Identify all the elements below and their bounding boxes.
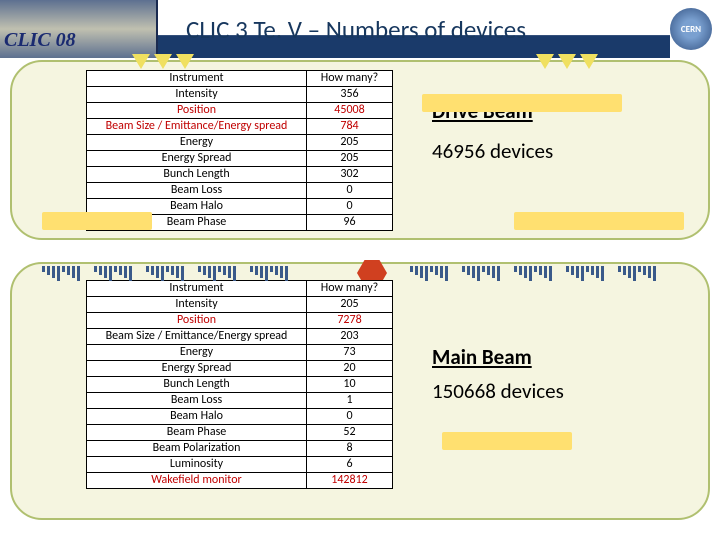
table-cell: 142812	[307, 473, 393, 489]
table-cell: 73	[307, 345, 393, 361]
table-cell: 10	[307, 377, 393, 393]
table-cell: Beam Loss	[87, 183, 307, 199]
table-cell: Energy	[87, 135, 307, 151]
table-cell: 6	[307, 457, 393, 473]
table-cell: 203	[307, 329, 393, 345]
drive-beam-panel: Instrument How many? Intensity356Positio…	[10, 60, 710, 240]
col-header: Instrument	[87, 71, 307, 87]
triangle-decor-icon	[132, 54, 194, 69]
title-bar: CLIC 3 Te. V – Numbers of devices	[158, 0, 670, 58]
table-cell: 0	[307, 183, 393, 199]
table-cell: 0	[307, 409, 393, 425]
highlight-bar-icon	[42, 212, 152, 230]
header: CLIC 08 CLIC 3 Te. V – Numbers of device…	[0, 0, 720, 58]
page-title: CLIC 3 Te. V – Numbers of devices	[186, 14, 526, 45]
comb-decor-icon	[42, 266, 300, 512]
table-cell: 784	[307, 119, 393, 135]
table-cell: 1	[307, 393, 393, 409]
table-cell: 0	[307, 199, 393, 215]
table-cell: 7278	[307, 313, 393, 329]
highlight-bar-icon	[422, 94, 622, 112]
col-header: How many?	[307, 281, 393, 297]
table-cell: 52	[307, 425, 393, 441]
table-cell: 302	[307, 167, 393, 183]
cern-logo-icon: CERN	[670, 8, 712, 50]
table-cell: 205	[307, 151, 393, 167]
table-cell: Energy Spread	[87, 151, 307, 167]
comb-decor-icon	[410, 266, 668, 512]
badge-text: CLIC 08	[4, 29, 76, 58]
table-cell: Bunch Length	[87, 167, 307, 183]
table-cell: 20	[307, 361, 393, 377]
table-cell: 45008	[307, 103, 393, 119]
cern-text: CERN	[681, 24, 701, 35]
logo-badge: CLIC 08	[0, 0, 158, 58]
table-cell: Intensity	[87, 87, 307, 103]
table-cell: 205	[307, 297, 393, 313]
table-cell: 356	[307, 87, 393, 103]
drive-beam-count: 46956 devices	[432, 138, 553, 164]
table-cell: 8	[307, 441, 393, 457]
table-cell: 96	[307, 215, 393, 231]
highlight-bar-icon	[514, 212, 684, 230]
triangle-decor-icon	[536, 54, 598, 69]
drive-beam-table: Instrument How many? Intensity356Positio…	[86, 70, 393, 231]
col-header: How many?	[307, 71, 393, 87]
table-cell: 205	[307, 135, 393, 151]
table-cell: Position	[87, 103, 307, 119]
table-cell: Beam Size / Emittance/Energy spread	[87, 119, 307, 135]
main-beam-panel: Instrument How many? Intensity205Positio…	[10, 262, 710, 520]
